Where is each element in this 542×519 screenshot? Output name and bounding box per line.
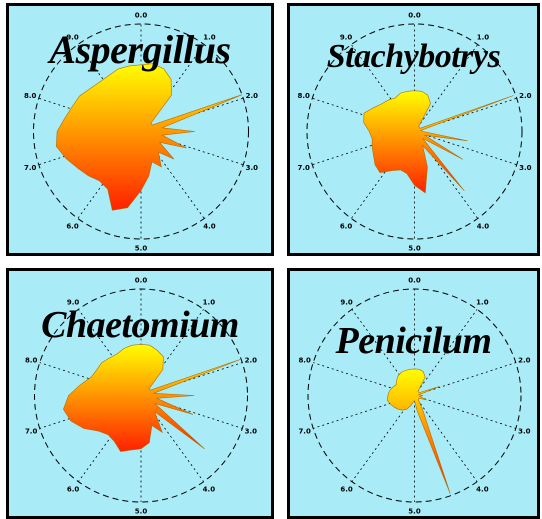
tick-label: 8.0 [24,92,37,100]
tick-label: 9.0 [67,299,80,307]
radar-plot: 0.0 1.0 2.0 3.0 4.0 5.0 6.0 7.0 8.0 9.0 [24,12,259,253]
chart-panel-stachybotrys: 0.0 1.0 2.0 3.0 4.0 5.0 6.0 7.0 8.0 9.0 Stachybot… [287,3,540,256]
tick-label: 2.0 [245,356,258,364]
chart-title: Stachybotrys [326,38,501,75]
tick-label: 9.0 [340,34,353,42]
tick-label: 3.0 [245,428,258,436]
tick-label: 3.0 [519,164,532,172]
tick-label: 4.0 [477,222,490,230]
tick-label: 6.0 [340,222,353,230]
tick-label: 4.0 [203,485,216,493]
tick-label: 3.0 [246,164,259,172]
tick-label: 6.0 [67,485,80,493]
chart-title: Aspergillus [49,27,231,72]
tick-label: 5.0 [408,245,421,253]
tick-label: 8.0 [25,356,38,364]
tick-label: 9.0 [66,34,79,42]
grid-circle [306,23,523,240]
tick-label: 9.0 [340,299,353,307]
tick-label: 5.0 [135,508,148,516]
tick-label: 5.0 [135,245,148,253]
data-shape [386,368,451,494]
tick-label: 6.0 [66,222,79,230]
chart-panel-aspergillus: 0.0 1.0 2.0 3.0 4.0 5.0 6.0 7.0 8.0 9.0 Aspergill… [6,3,274,256]
tick-label: 1.0 [476,299,489,307]
tick-label: 7.0 [24,164,37,172]
chart-panel-chaetomium: 0.0 1.0 2.0 3.0 4.0 5.0 6.0 7.0 8.0 9.0 Chaetomiu… [6,268,274,519]
tick-label: 0.0 [408,12,421,20]
chart-title: Chaetomium [41,304,239,346]
tick-label: 0.0 [135,277,148,285]
tick-label: 1.0 [203,299,216,307]
tick-label: 1.0 [203,34,216,42]
tick-label: 2.0 [518,356,531,364]
data-shape [63,344,242,452]
chart-title: Penicilum [335,320,492,362]
tick-label: 1.0 [477,34,490,42]
radar-plot: 0.0 1.0 2.0 3.0 4.0 5.0 6.0 7.0 8.0 9.0 [298,277,531,516]
chart-panel-penicilum: 0.0 1.0 2.0 3.0 4.0 5.0 6.0 7.0 8.0 9.0 Penicilum [287,268,540,519]
tick-label: 7.0 [297,164,310,172]
tick-label: 2.0 [246,92,259,100]
tick-label: 3.0 [518,428,531,436]
tick-label: 5.0 [408,508,421,516]
tick-label: 7.0 [25,428,38,436]
tick-label: 2.0 [519,92,532,100]
grid-spoke [414,395,478,482]
radar-plot: 0.0 1.0 2.0 3.0 4.0 5.0 6.0 7.0 8.0 9.0 [25,277,258,516]
grid-circle [33,23,249,240]
data-shape [363,90,514,194]
tick-label: 4.0 [203,222,216,230]
tick-label: 8.0 [297,92,310,100]
grid-spoke [414,395,516,429]
tick-label: 7.0 [298,428,311,436]
tick-label: 8.0 [298,356,311,364]
data-shape [55,63,243,211]
tick-label: 4.0 [476,485,489,493]
radar-plot: 0.0 1.0 2.0 3.0 4.0 5.0 6.0 7.0 8.0 9.0 [297,12,532,253]
tick-label: 0.0 [135,12,148,20]
tick-label: 6.0 [340,485,353,493]
tick-label: 0.0 [408,277,421,285]
